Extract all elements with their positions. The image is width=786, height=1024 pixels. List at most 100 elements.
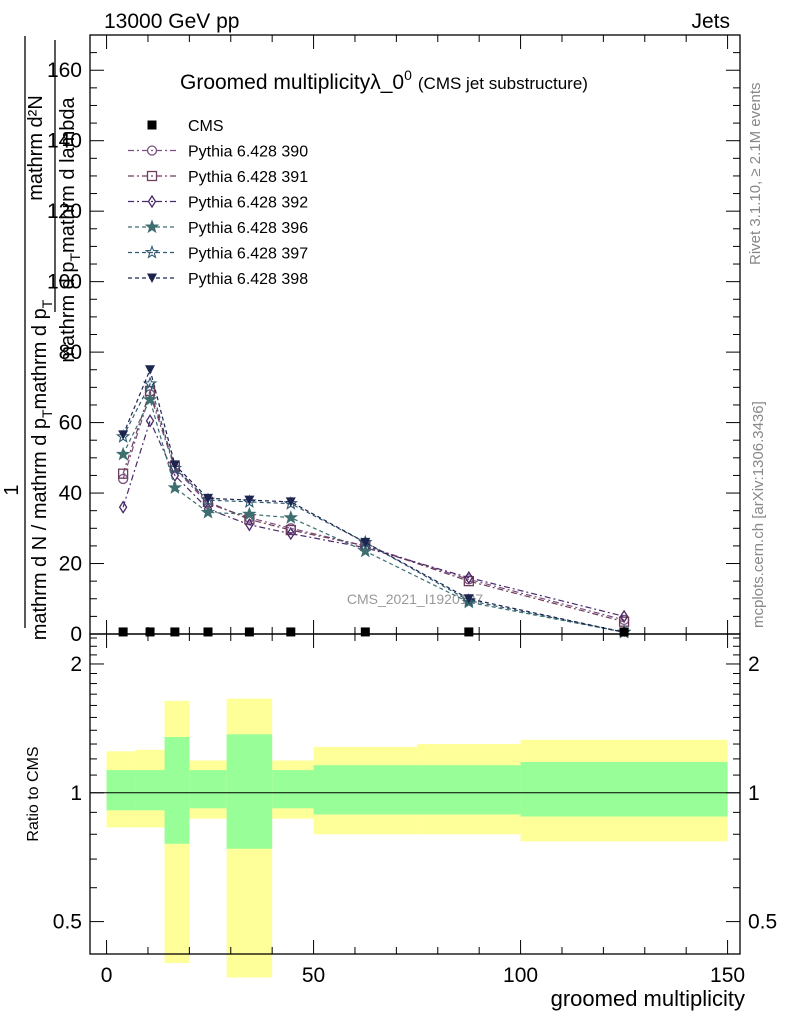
mcplots-label: mcplots.cern.ch [arXiv:1306.3436] bbox=[750, 401, 767, 628]
ratio-band-green bbox=[189, 770, 227, 809]
y-tick-label: 140 bbox=[47, 130, 82, 153]
series-point bbox=[115, 446, 131, 461]
y-tick-label: 20 bbox=[59, 553, 82, 576]
legend-entry: CMS bbox=[188, 118, 224, 135]
series-line bbox=[122, 367, 625, 633]
ratio-band-green bbox=[520, 762, 728, 817]
x-tick-label: 150 bbox=[710, 964, 745, 987]
cms-data-point bbox=[203, 627, 213, 637]
legend-entry: Pythia 6.428 398 bbox=[188, 271, 308, 288]
cms-data-point bbox=[286, 627, 296, 637]
plot-title-subtitle: (CMS jet substructure) bbox=[418, 74, 588, 93]
cms-data-point bbox=[170, 627, 180, 637]
legend-marker bbox=[146, 145, 158, 156]
x-tick-label: 0 bbox=[101, 964, 113, 987]
ratio-band-green bbox=[226, 734, 273, 849]
ratio-band-green bbox=[272, 770, 314, 809]
ratio-panel-frame bbox=[89, 633, 741, 955]
series-point bbox=[360, 537, 371, 548]
ylabel-prefactor-denominator: mathrm d N / mathrm d pTmathrm d pT bbox=[29, 299, 55, 640]
legend-entry: Pythia 6.428 390 bbox=[188, 144, 308, 161]
cms-data-point bbox=[360, 627, 370, 637]
legend-entry: Pythia 6.428 397 bbox=[188, 246, 308, 263]
series-point bbox=[242, 506, 257, 521]
series-point bbox=[145, 365, 156, 375]
ratio-y-tick-label-right: 2 bbox=[748, 653, 760, 676]
legend-marker bbox=[147, 194, 157, 209]
series-point bbox=[285, 497, 296, 507]
cms-data-point bbox=[619, 627, 629, 637]
legend-marker bbox=[144, 219, 160, 234]
series-line bbox=[122, 419, 625, 617]
y-tick-label: 0 bbox=[70, 623, 82, 646]
ratio-uncertainty-bands bbox=[106, 698, 728, 978]
y-tick-label: 160 bbox=[47, 59, 82, 82]
ylabel-numerator: mathrm d²N bbox=[25, 95, 47, 201]
ratio-y-tick-label-right: 0.5 bbox=[748, 911, 777, 934]
legend-marker bbox=[144, 244, 160, 259]
legend-marker bbox=[147, 120, 157, 130]
series-point bbox=[358, 543, 373, 558]
series-point bbox=[286, 526, 296, 541]
ratio-band-green bbox=[135, 770, 165, 811]
series-point bbox=[202, 493, 213, 504]
legend-entry: Pythia 6.428 391 bbox=[188, 169, 308, 186]
series-point bbox=[167, 480, 183, 494]
series-point bbox=[464, 570, 474, 585]
x-tick-label: 100 bbox=[503, 964, 538, 987]
plot-title: Groomed multiplicityλ_00 (CMS jet substru… bbox=[180, 67, 588, 94]
cms-data-points bbox=[118, 627, 629, 637]
series-point bbox=[245, 518, 254, 532]
ylabel-prefactor-numerator: 1 bbox=[1, 484, 23, 495]
series-point bbox=[169, 460, 180, 470]
plot-title-superscript: 0 bbox=[404, 67, 412, 83]
series-point bbox=[285, 524, 296, 536]
ratio-band-green bbox=[417, 765, 521, 815]
rivet-version-label: Rivet 3.1.10, ≥ 2.1M events bbox=[747, 83, 764, 266]
ratio-y-tick-label: 1 bbox=[70, 782, 82, 805]
main-y-axis-label: mathrm d²N mathrm d pTmathrm d lambda 1 … bbox=[1, 36, 83, 640]
series-point bbox=[145, 414, 155, 428]
header-category: Jets bbox=[691, 10, 730, 33]
cms-data-point bbox=[244, 627, 254, 637]
series-line bbox=[122, 398, 625, 633]
series-line bbox=[122, 392, 625, 621]
ratio-y-tick-label: 2 bbox=[70, 653, 82, 676]
legend-marker bbox=[147, 273, 157, 283]
y-tick-label: 40 bbox=[59, 482, 82, 505]
y-tick-label: 120 bbox=[47, 200, 82, 223]
cms-data-point bbox=[464, 627, 474, 637]
ratio-band-green bbox=[106, 770, 136, 811]
series-point bbox=[118, 430, 129, 440]
cms-data-point bbox=[145, 627, 155, 637]
series-point bbox=[117, 468, 129, 479]
ratio-y-tick-label-right: 1 bbox=[748, 782, 760, 805]
ratio-band-green bbox=[313, 765, 418, 815]
legend-entry: Pythia 6.428 392 bbox=[188, 195, 308, 212]
analysis-watermark: CMS_2021_I1920187 bbox=[347, 591, 483, 607]
series-point bbox=[118, 500, 128, 514]
ratio-band-green bbox=[164, 737, 190, 844]
series-point bbox=[167, 460, 183, 475]
ratio-y-axis-label: Ratio to CMS bbox=[25, 746, 42, 841]
series-layer bbox=[115, 365, 632, 639]
plot-title-main: Groomed multiplicityλ_0 bbox=[180, 71, 404, 94]
series-point bbox=[619, 609, 629, 624]
ylabel-denominator: mathrm d pTmathrm d lambda bbox=[57, 96, 83, 362]
series-point bbox=[283, 510, 299, 524]
x-axis-label: groomed multiplicity bbox=[551, 986, 745, 1011]
series-point bbox=[200, 504, 216, 519]
series-line bbox=[122, 388, 625, 623]
y-tick-label: 80 bbox=[59, 341, 82, 364]
ratio-y-tick-label: 0.5 bbox=[53, 911, 82, 934]
series-point bbox=[463, 575, 474, 587]
legend-entry: Pythia 6.428 396 bbox=[188, 220, 308, 237]
y-tick-label: 100 bbox=[47, 271, 82, 294]
cms-data-point bbox=[118, 627, 128, 637]
series-point bbox=[244, 495, 255, 506]
y-tick-label: 60 bbox=[59, 412, 82, 435]
axis-ticks: 0 50 100 150 0 20 40 60 80 100 120 140 160 0.5 0.5 1 1 2 2 bbox=[47, 34, 777, 987]
series-point bbox=[463, 594, 474, 604]
header-energy: 13000 GeV pp bbox=[104, 10, 239, 33]
